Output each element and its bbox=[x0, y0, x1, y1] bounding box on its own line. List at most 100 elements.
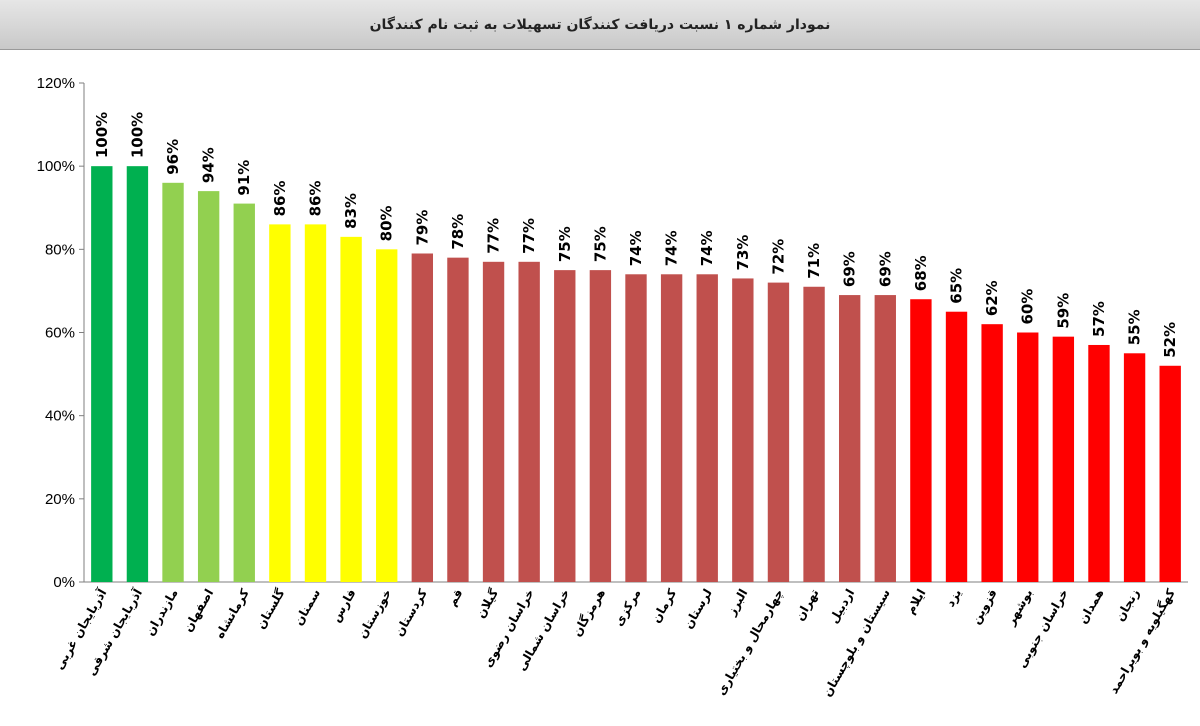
y-tick-label: 100% bbox=[37, 158, 75, 175]
data-label: 55% bbox=[1126, 309, 1144, 345]
data-label: 96% bbox=[164, 139, 182, 175]
chart-title: نمودار شماره ۱ نسبت دریافت کنندگان تسهیل… bbox=[369, 16, 831, 33]
bar bbox=[1088, 344, 1110, 582]
x-tick-label: سمنان bbox=[291, 587, 323, 628]
data-label: 68% bbox=[912, 255, 930, 291]
x-tick-label: اصفهان bbox=[181, 587, 217, 635]
bar bbox=[1159, 365, 1181, 582]
data-label: 86% bbox=[271, 180, 289, 216]
x-tick-label: فارس bbox=[329, 587, 359, 625]
data-label: 69% bbox=[876, 251, 894, 287]
data-label: 57% bbox=[1090, 301, 1108, 337]
data-label: 79% bbox=[413, 210, 431, 246]
data-label: 52% bbox=[1161, 322, 1179, 358]
bar bbox=[660, 274, 683, 582]
x-tick-label: هرمزگان bbox=[570, 587, 608, 639]
bar bbox=[554, 270, 576, 582]
bar bbox=[981, 324, 1003, 582]
x-tick-label: چهارمحال و بختیاری bbox=[714, 587, 787, 699]
x-tick-label: گیلان bbox=[473, 586, 501, 620]
data-label: 78% bbox=[449, 214, 467, 250]
x-tick-label: زنجان bbox=[1113, 586, 1143, 623]
data-label: 72% bbox=[769, 239, 787, 275]
data-label: 69% bbox=[841, 251, 859, 287]
bar bbox=[589, 270, 612, 582]
data-label: 74% bbox=[663, 230, 681, 266]
y-tick-label: 20% bbox=[45, 491, 75, 508]
x-tick-label: کردستان bbox=[392, 586, 430, 638]
x-tick-label: قزوین bbox=[969, 587, 1001, 627]
data-label: 86% bbox=[306, 180, 324, 216]
x-tick-label: ایلام bbox=[903, 587, 929, 617]
bar bbox=[518, 261, 540, 582]
bar bbox=[803, 286, 825, 582]
data-label: 62% bbox=[983, 280, 1001, 316]
x-tick-label: مازندران bbox=[143, 587, 181, 639]
data-label: 77% bbox=[485, 218, 503, 254]
data-label: 74% bbox=[698, 230, 716, 266]
bar bbox=[945, 311, 968, 582]
x-tick-label: کرمانشاه bbox=[212, 586, 251, 640]
bar bbox=[767, 282, 790, 582]
data-labels: 100% 100% 96% 94% 91% 86% 86% 83% 80% 79% 78% 77% 77… bbox=[93, 112, 1179, 358]
data-label: 65% bbox=[948, 268, 966, 304]
data-label: 60% bbox=[1019, 289, 1037, 325]
x-tick-label: قم bbox=[445, 587, 466, 609]
x-tick-label: گلستان bbox=[253, 586, 287, 631]
bar bbox=[126, 166, 149, 582]
bar bbox=[91, 166, 113, 582]
data-label: 83% bbox=[342, 193, 360, 229]
data-label: 77% bbox=[520, 218, 538, 254]
bar bbox=[269, 224, 291, 582]
y-tick-label: 0% bbox=[53, 574, 75, 591]
bar bbox=[411, 253, 434, 582]
data-label: 80% bbox=[378, 205, 396, 241]
x-tick-label: کهگیلویه و بویراحمد bbox=[1106, 586, 1178, 696]
x-tick-label: سیستان و بلوچستان bbox=[820, 587, 894, 700]
bar bbox=[696, 274, 718, 582]
bar bbox=[162, 182, 184, 583]
x-tick-label: همدان bbox=[1076, 587, 1107, 627]
x-tick-label: یزد bbox=[943, 587, 964, 610]
data-label: 100% bbox=[93, 112, 111, 158]
title-bar: نمودار شماره ۱ نسبت دریافت کنندگان تسهیل… bbox=[0, 0, 1200, 50]
x-tick-label: کرمان bbox=[649, 586, 679, 625]
data-label: 59% bbox=[1054, 293, 1072, 329]
bar bbox=[233, 203, 255, 582]
data-label: 75% bbox=[556, 226, 574, 262]
bar bbox=[732, 278, 754, 582]
y-tick-label: 40% bbox=[45, 408, 75, 425]
y-tick-label: 80% bbox=[45, 241, 75, 258]
x-tick-label: تهران bbox=[792, 587, 821, 624]
y-tick-labels: 0% 20% 40% 60% 80% 100% 120% bbox=[37, 75, 84, 591]
y-tick-label: 60% bbox=[45, 325, 75, 342]
bar bbox=[197, 191, 220, 582]
x-tick-label: بوشهر bbox=[1003, 587, 1036, 629]
y-tick-label: 120% bbox=[37, 75, 75, 92]
data-label: 100% bbox=[128, 112, 146, 158]
data-label: 73% bbox=[734, 235, 752, 271]
bar bbox=[910, 299, 932, 582]
data-label: 91% bbox=[235, 160, 253, 196]
bar bbox=[482, 261, 505, 582]
x-tick-label: مرکزی bbox=[611, 587, 643, 629]
bar bbox=[340, 236, 362, 582]
x-tick-label: اردبیل bbox=[827, 587, 858, 626]
bar bbox=[625, 274, 647, 582]
bar bbox=[1052, 336, 1075, 582]
x-tick-label: خوزستان bbox=[355, 587, 395, 642]
x-tick-label: البرز bbox=[724, 587, 751, 619]
bars bbox=[91, 166, 1181, 583]
bar bbox=[874, 295, 896, 582]
data-label: 71% bbox=[805, 243, 823, 279]
bar bbox=[376, 249, 398, 583]
data-label: 74% bbox=[627, 230, 645, 266]
data-label: 75% bbox=[591, 226, 609, 262]
bar bbox=[1017, 332, 1039, 582]
bar bbox=[1123, 353, 1146, 582]
bar bbox=[447, 257, 469, 582]
x-tick-label: لرستان bbox=[681, 587, 715, 632]
